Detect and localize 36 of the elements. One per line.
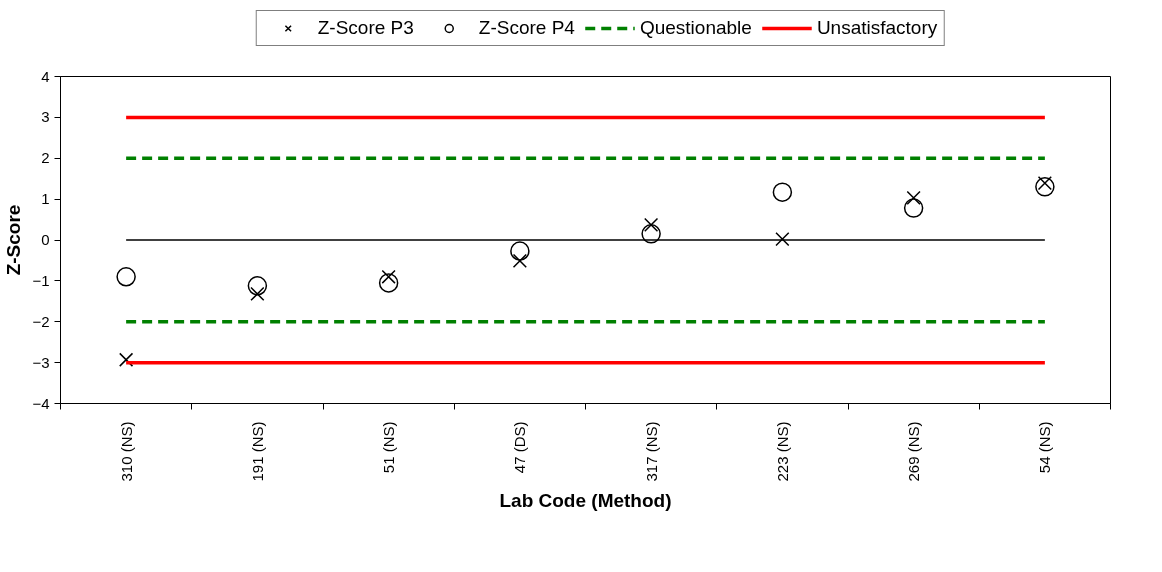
x-axis-title: Lab Code (Method) xyxy=(499,489,672,511)
point xyxy=(775,232,790,247)
x-tick-label: 51 (NS) xyxy=(380,421,398,474)
y-tick-label: −3 xyxy=(32,353,50,371)
x-tick-label: 269 (NS) xyxy=(905,421,923,482)
legend-label: Unsatisfactory xyxy=(816,17,938,39)
y-tick-label: 2 xyxy=(41,149,50,167)
point xyxy=(644,217,659,232)
y-tick-label: 0 xyxy=(41,231,50,248)
point xyxy=(119,352,134,367)
x-tick-label: 310 (NS) xyxy=(117,421,135,482)
point xyxy=(247,276,268,296)
y-tick-label: −4 xyxy=(32,394,50,412)
y-tick-label: −2 xyxy=(32,312,50,330)
legend-label: Z-Score P4 xyxy=(478,17,575,39)
x-tick-label: 191 (NS) xyxy=(248,421,266,482)
point xyxy=(772,182,793,202)
x-tick-label: 223 (NS) xyxy=(773,421,791,482)
point xyxy=(116,267,136,287)
point xyxy=(510,241,530,261)
y-axis-title: Z-Score xyxy=(3,204,25,276)
point xyxy=(641,224,661,244)
y-tick-label: 3 xyxy=(41,108,50,126)
point xyxy=(906,190,921,206)
y-tick-label: 4 xyxy=(41,67,50,85)
x-tick-label: 47 (DS) xyxy=(511,421,529,474)
y-tick-label: −1 xyxy=(32,271,50,289)
y-tick-label: 1 xyxy=(41,190,50,208)
point xyxy=(512,253,527,268)
legend-label: Questionable xyxy=(639,17,752,39)
point xyxy=(903,198,924,218)
point xyxy=(378,273,399,293)
legend-label: Z-Score P3 xyxy=(317,17,414,39)
point xyxy=(1035,177,1055,197)
x-tick-label: 317 (NS) xyxy=(642,421,660,482)
x-tick-label: 54 (NS) xyxy=(1036,421,1054,474)
